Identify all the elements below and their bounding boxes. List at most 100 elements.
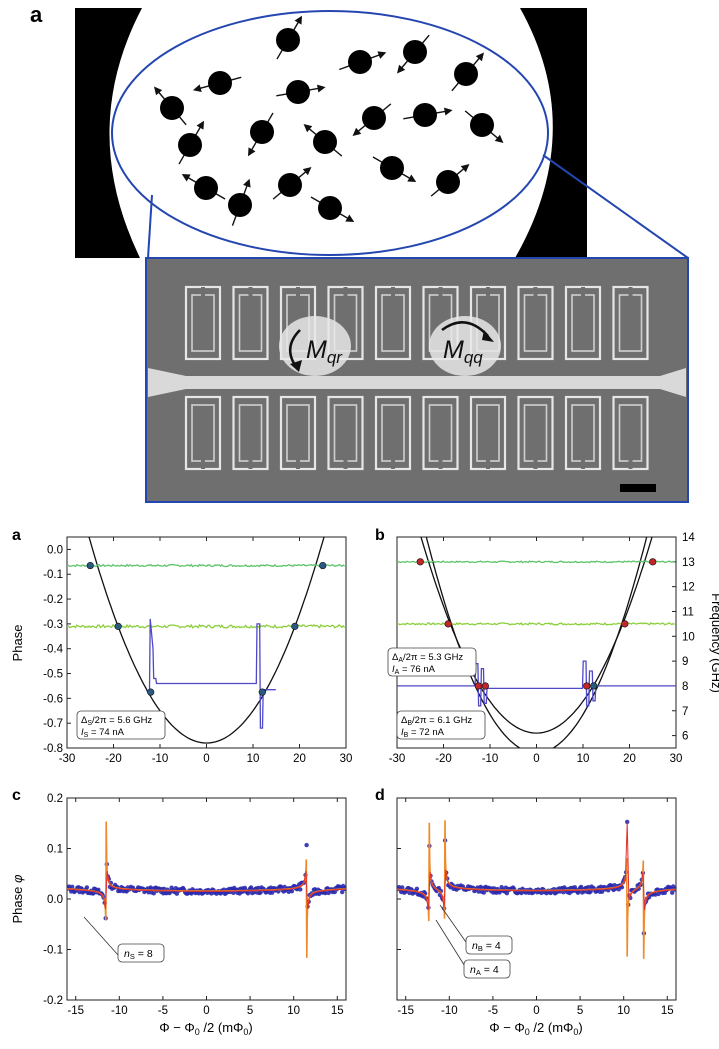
spin-particle <box>228 193 252 217</box>
panel-c: c 0.2 0.1 0.0 -0.1 -0.2 -15 -10 -5 0 5 10 15 Phase… <box>10 787 347 1037</box>
panel-d-xticks: -15 -10 -5 0 5 10 15 <box>397 798 674 1017</box>
annotation-leader <box>435 919 467 969</box>
crossing-marker <box>649 558 657 566</box>
y-tick-label: 0.0 <box>47 544 63 556</box>
crossing-marker <box>86 561 94 570</box>
x-tick-label: -30 <box>389 753 406 765</box>
y-tick-label: 14 <box>682 532 695 544</box>
crossing-marker <box>416 558 424 566</box>
y-tick-label: -0.3 <box>43 619 63 631</box>
data-point <box>400 885 405 890</box>
y-tick-label: -0.2 <box>43 995 63 1007</box>
x-tick-label: 10 <box>287 1005 300 1017</box>
spin-arrowhead-icon <box>317 84 326 93</box>
annotation-box <box>387 647 477 677</box>
spin-particle <box>403 40 427 64</box>
x-tick-label: 20 <box>293 753 306 765</box>
annotation-box <box>117 943 165 963</box>
panel-a-traces <box>67 537 346 744</box>
crossing-marker <box>481 682 489 690</box>
panel-c-frame <box>66 797 347 1001</box>
zoom-line-left <box>147 194 153 259</box>
spin-arrowhead-icon <box>294 15 302 25</box>
y-tick-label: 12 <box>682 582 695 594</box>
x-tick-label: 10 <box>617 1005 630 1017</box>
annotation-line-1: ΔA/2π = 5.3 GHz <box>392 652 463 664</box>
annotation-line-2: IB = 72 nA <box>401 727 445 739</box>
data-point <box>670 890 675 895</box>
spin-arrowhead-icon <box>302 167 312 176</box>
y-tick-label: 0.1 <box>47 844 63 856</box>
spin-particle <box>160 96 184 120</box>
data-point <box>588 889 593 894</box>
spin-arrowhead-icon <box>494 134 504 143</box>
spin-particle <box>276 28 300 52</box>
spin-arrowhead-icon <box>243 178 251 188</box>
data-point <box>269 890 275 895</box>
spin-arrowhead-icon <box>444 107 453 116</box>
panel-a-ylabel: Phase <box>10 625 25 662</box>
right-black-block <box>515 8 587 258</box>
spin-arrowhead-icon <box>352 127 362 136</box>
crossing-marker <box>621 620 629 628</box>
y-tick-label: 9 <box>682 656 688 668</box>
annotation-box <box>396 710 486 740</box>
spin-arrowhead-icon <box>303 124 313 133</box>
panel-d-xlabel: Φ − Φ0 /2 (mΦ0) <box>489 1020 583 1037</box>
spin-arrowhead-icon <box>248 147 256 157</box>
annotation-leader <box>83 916 119 956</box>
left-black-block <box>75 8 142 258</box>
fit-curve-smooth <box>67 871 346 909</box>
panel-d-plot <box>397 819 676 959</box>
x-tick-label: -5 <box>158 1005 168 1017</box>
qr-arrowhead-icon <box>290 360 302 372</box>
spin-arrowhead-icon <box>196 120 204 130</box>
scale-bar <box>620 484 656 492</box>
spin-particle <box>380 156 404 180</box>
x-tick-label: 5 <box>247 1005 253 1017</box>
panel-a-yticks: 0.0 -0.1 -0.2 -0.3 -0.4 -0.5 -0.6 -0.7 -0.8 <box>43 544 71 755</box>
spin-particle <box>208 71 232 95</box>
panel-d-frame <box>396 797 677 1001</box>
green-trace-top <box>397 560 675 564</box>
annotation-leader <box>439 904 469 946</box>
panel-d-annotation-b: nB = 4 <box>439 904 513 955</box>
qr-glow <box>279 316 351 376</box>
frequency-curve-a <box>425 537 648 748</box>
green-trace-top <box>67 563 345 568</box>
x-tick-label: -15 <box>67 1005 84 1017</box>
spin-particle <box>194 176 218 200</box>
spin-particle <box>436 170 460 194</box>
x-tick-label: 30 <box>340 753 353 765</box>
panel-c-letter: c <box>12 787 21 804</box>
y-tick-label: 7 <box>682 706 688 718</box>
data-point <box>476 889 481 894</box>
y-tick-label: -0.5 <box>43 669 63 681</box>
panel-b-annotation-b: ΔB/2π = 6.1 GHz IB = 72 nA <box>396 710 486 740</box>
sem-micrograph: Mqr Mqq <box>145 257 689 503</box>
spin-arrowhead-icon <box>377 51 387 59</box>
zoom-line-right <box>542 154 689 259</box>
purple-trace <box>146 618 276 729</box>
frequency-curve-b <box>420 537 653 734</box>
panel-a-annotation: ΔS/2π = 5.6 GHz IS = 74 nA <box>76 710 166 740</box>
y-tick-label: -0.1 <box>43 569 63 581</box>
crossing-marker <box>583 682 591 690</box>
panel-b-yticks: 14 13 12 11 10 9 8 7 6 <box>672 532 695 743</box>
spin-arrowhead-icon <box>475 52 484 62</box>
x-tick-label: -20 <box>105 753 122 765</box>
spin-arrowhead-icon <box>181 174 191 182</box>
data-point <box>84 885 90 890</box>
qq-arrowhead-icon <box>482 330 494 342</box>
qq-glow <box>429 316 501 376</box>
spin-group <box>154 15 504 226</box>
y-tick-label: 13 <box>682 557 695 569</box>
data-point <box>481 890 486 895</box>
crossing-marker <box>114 622 122 630</box>
x-tick-label: 0 <box>533 753 539 765</box>
panel-b-plot <box>397 537 676 748</box>
spin-particle <box>178 133 202 157</box>
panel-c-ylabel: Phase φ <box>10 874 25 923</box>
crossing-marker <box>474 682 482 690</box>
